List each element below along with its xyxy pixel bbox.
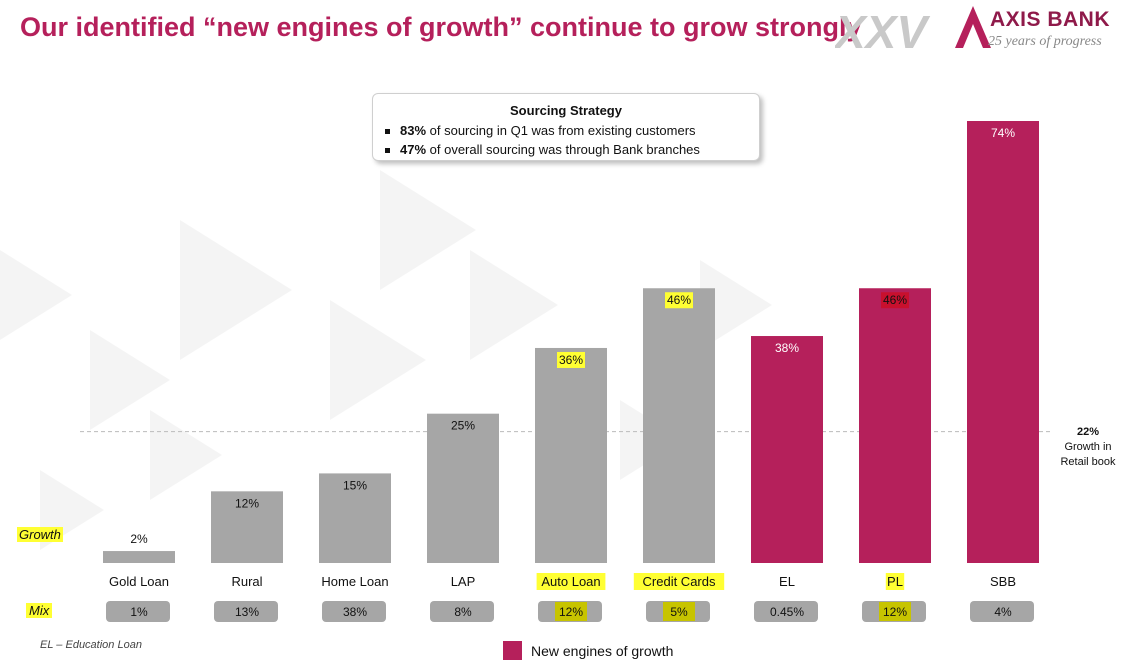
sourcing-strategy-box: Sourcing Strategy 83% of sourcing in Q1 …: [372, 93, 760, 161]
background-triangle: [470, 250, 558, 360]
bar: [535, 347, 607, 563]
logo-mark-text: XXV: [835, 6, 930, 58]
background-triangle: [90, 330, 170, 430]
category-label: PL: [887, 574, 903, 589]
category-label: Auto Loan: [541, 574, 600, 589]
category-label-highlight: [885, 573, 905, 590]
value-label: 46%: [883, 293, 907, 307]
value-label: 36%: [559, 353, 583, 367]
reference-label: Retail book: [1060, 455, 1116, 468]
background-triangle: [180, 220, 292, 360]
legend-label: New engines of growth: [531, 643, 674, 659]
category-label: Credit Cards: [643, 574, 716, 589]
page-title: Our identified “new engines of growth” c…: [20, 12, 862, 42]
growth-row-label: Growth: [17, 527, 63, 542]
value-label: 46%: [667, 293, 691, 307]
mix-label: 38%: [343, 605, 367, 619]
axis-triangle-icon: [955, 6, 991, 48]
bar: [859, 288, 931, 563]
background-triangle: [330, 300, 426, 420]
bar: [751, 336, 823, 563]
xxv-mark-icon: XXV: [835, 6, 930, 58]
value-label: 15%: [343, 478, 367, 492]
bullet-square-icon: [385, 129, 390, 135]
mix-label: 13%: [235, 605, 259, 619]
background-triangle: [0, 250, 72, 340]
background-triangle: [150, 410, 222, 500]
strategy-line: 83% of sourcing in Q1 was from existing …: [385, 123, 696, 138]
mix-label: 4%: [994, 605, 1012, 619]
value-label-highlight: [665, 292, 693, 309]
mix-label: 5%: [670, 605, 688, 619]
value-label: 38%: [775, 341, 799, 355]
bar: [643, 288, 715, 563]
value-label: 2%: [130, 532, 148, 546]
mix-label-highlight: [555, 602, 587, 621]
mix-label: 12%: [559, 605, 583, 619]
mix-box: [106, 601, 170, 622]
bar: [967, 121, 1039, 563]
strategy-line-text: of sourcing in Q1 was from existing cust…: [426, 123, 696, 138]
footnote: EL – Education Loan: [40, 639, 142, 651]
mix-box: [754, 601, 818, 622]
value-label: 25%: [451, 419, 475, 433]
mix-label: 1%: [130, 605, 148, 619]
mix-label: 12%: [883, 605, 907, 619]
category-label-highlight: [536, 573, 606, 590]
brand-tagline: 25 years of progress: [988, 34, 1102, 49]
strategy-line-value: 47%: [400, 142, 427, 157]
strategy-line: 47% of overall sourcing was through Bank…: [385, 142, 700, 157]
sourcing-strategy-title: Sourcing Strategy: [510, 103, 622, 118]
category-label: Home Loan: [321, 574, 388, 589]
value-label-highlight: [881, 292, 909, 309]
background-triangle: [380, 170, 476, 290]
axis-bank-logo: XXV: [835, 6, 991, 58]
category-label-highlight: [633, 573, 725, 590]
bar: [427, 413, 499, 563]
bullet-square-icon: [385, 148, 390, 154]
mix-box: [970, 601, 1034, 622]
bar: [103, 551, 175, 563]
brand-name: AXIS BANK: [990, 8, 1111, 31]
mix-box: [322, 601, 386, 622]
bar: [211, 491, 283, 563]
bar: [319, 473, 391, 563]
mix-box: [214, 601, 278, 622]
legend-swatch: [503, 641, 522, 660]
value-label: 74%: [991, 126, 1015, 140]
category-label: LAP: [451, 574, 476, 589]
strategy-line-value: 83%: [400, 123, 427, 138]
category-label: EL: [779, 574, 795, 589]
mix-label-highlight: [879, 602, 911, 621]
value-label: 12%: [235, 496, 259, 510]
mix-label: 0.45%: [770, 605, 804, 619]
category-label: Rural: [231, 574, 262, 589]
mix-row-label: Mix: [26, 603, 53, 618]
reference-label: Growth in: [1064, 440, 1112, 453]
mix-label-highlight: [663, 602, 695, 621]
value-label-highlight: [557, 351, 585, 368]
category-label: Gold Loan: [109, 574, 169, 589]
strategy-line-text: of overall sourcing was through Bank bra…: [426, 142, 700, 157]
reference-value: 22%: [1076, 425, 1100, 438]
mix-label: 8%: [454, 605, 472, 619]
category-label: SBB: [990, 574, 1016, 589]
mix-box: [430, 601, 494, 622]
